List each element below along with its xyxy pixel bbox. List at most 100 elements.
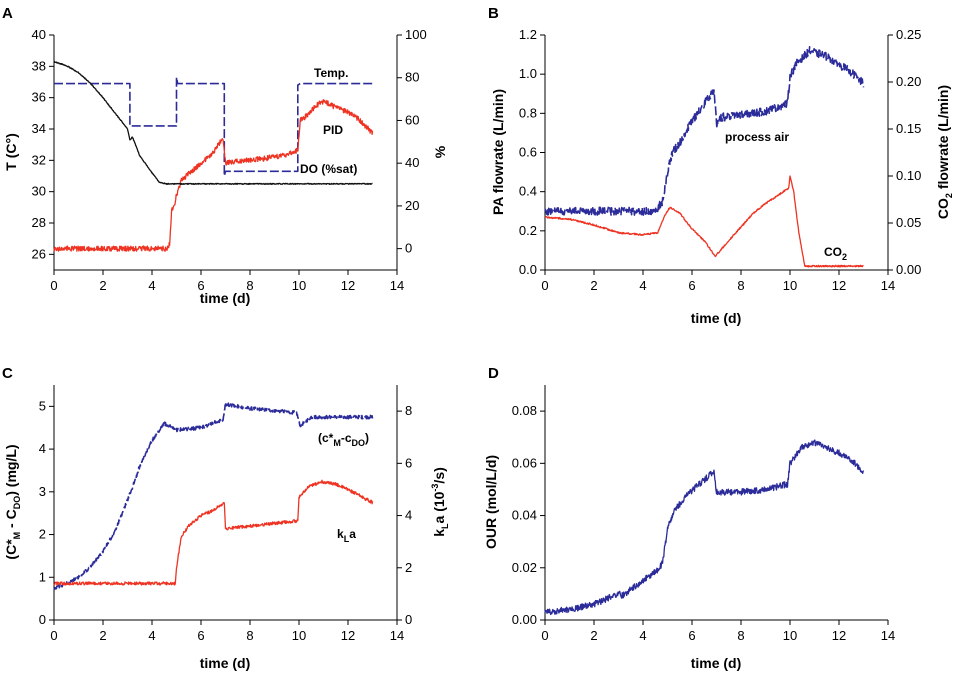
x-tick-label: 8 [737, 628, 744, 643]
x-tick-label: 8 [737, 278, 744, 293]
x-tick-label: 2 [99, 278, 106, 293]
x-tick-label: 14 [881, 278, 895, 293]
x-tick-label: 12 [832, 278, 846, 293]
annotation-kla: kLa [337, 527, 356, 544]
y-left-tick-label: 0.8 [519, 105, 537, 120]
x-tick-label: 12 [832, 628, 846, 643]
y-right-tick-label: 0.25 [896, 27, 921, 42]
y-left-tick-label: 0.6 [519, 145, 537, 160]
panel-c-ylabel-right: kLa (10-3/s) [430, 467, 450, 537]
panel-d-series [544, 439, 865, 616]
panel-a-x-ticks: 0 2 4 6 8 10 12 14 [50, 270, 404, 293]
annotation-process-air: process air [725, 130, 789, 144]
panel-b-x-ticks: 0 2 4 6 8 10 12 14 [541, 270, 895, 293]
x-tick-label: 10 [783, 278, 797, 293]
panel-a-ylabel-right: % [432, 145, 448, 158]
y-left-tick-label: 0.02 [512, 560, 537, 575]
y-left-tick-label: 36 [32, 90, 46, 105]
y-left-tick-label: 0.4 [519, 184, 537, 199]
annotation-temp: Temp. [314, 66, 348, 80]
panel-a-ylabel-left: T (C°) [3, 133, 19, 170]
x-tick-label: 8 [246, 628, 253, 643]
y-left-tick-label: 0 [39, 612, 46, 627]
y-left-tick-label: 30 [32, 184, 46, 199]
x-tick-label: 2 [99, 628, 106, 643]
x-tick-label: 4 [639, 278, 646, 293]
panel-c-label: C [2, 365, 13, 382]
x-tick-label: 12 [341, 628, 355, 643]
x-tick-label: 14 [390, 628, 404, 643]
x-tick-label: 0 [50, 278, 57, 293]
panel-c-ylabel-left: (C*M - CDO) (mg/L) [3, 444, 22, 559]
panel-c-x-ticks: 0 2 4 6 8 10 12 14 [50, 620, 404, 643]
panel-c-right-ticks: 0 2 4 6 8 [397, 403, 412, 627]
y-left-tick-label: 0.00 [512, 612, 537, 627]
y-right-tick-label: 20 [405, 198, 419, 213]
annotation-pid: PID [323, 123, 343, 137]
x-tick-label: 10 [783, 628, 797, 643]
panel-d: D 0 2 4 6 8 10 12 14 0.00 0.02 0.04 0.06 0.08 time … [483, 365, 895, 671]
x-tick-label: 4 [639, 628, 646, 643]
y-right-tick-label: 6 [405, 455, 412, 470]
series-line-process-air [544, 46, 865, 216]
panel-a-right-ticks: 0 20 40 60 80 100 [397, 27, 427, 256]
y-right-tick-label: 40 [405, 155, 419, 170]
annotation-co2: CO2 [824, 245, 847, 262]
y-right-tick-label: 0.15 [896, 121, 921, 136]
x-tick-label: 6 [688, 628, 695, 643]
panel-b-left-ticks: 0.0 0.2 0.4 0.6 0.8 1.0 1.2 [519, 27, 545, 277]
x-tick-label: 10 [292, 628, 306, 643]
y-left-tick-label: 2 [39, 527, 46, 542]
panel-a-xlabel: time (d) [200, 290, 251, 306]
panel-a-left-ticks: 26 28 30 32 34 36 38 40 [32, 27, 54, 261]
y-left-tick-label: 3 [39, 484, 46, 499]
y-left-tick-label: 32 [32, 152, 46, 167]
panel-d-x-ticks: 0 2 4 6 8 10 12 14 [541, 620, 895, 643]
y-right-tick-label: 0 [405, 612, 412, 627]
y-left-tick-label: 34 [32, 121, 46, 136]
x-tick-label: 2 [590, 278, 597, 293]
panel-c-xlabel: time (d) [200, 655, 251, 671]
y-right-tick-label: 0.05 [896, 215, 921, 230]
x-tick-label: 0 [541, 628, 548, 643]
x-tick-label: 2 [590, 628, 597, 643]
y-left-tick-label: 4 [39, 441, 46, 456]
series-line-do-sat- [53, 60, 373, 185]
panel-b-xlabel: time (d) [691, 310, 742, 326]
panel-b-ylabel-right-sub: 2 [944, 193, 954, 198]
x-tick-label: 10 [292, 278, 306, 293]
panel-b-right-ticks: 0.00 0.05 0.10 0.15 0.20 0.25 [888, 27, 921, 277]
y-right-tick-label: 0.00 [896, 262, 921, 277]
y-right-tick-label: 0 [405, 241, 412, 256]
y-left-tick-label: 0.08 [512, 403, 537, 418]
y-left-tick-label: 0.2 [519, 223, 537, 238]
y-left-tick-label: 40 [32, 27, 46, 42]
y-left-tick-label: 38 [32, 58, 46, 73]
y-left-tick-label: 26 [32, 246, 46, 261]
panel-c-left-ticks: 0 1 2 3 4 5 [39, 398, 54, 627]
y-left-tick-label: 28 [32, 215, 46, 230]
series-line-temp- [53, 76, 373, 177]
panel-b: B 0 2 4 6 8 10 12 14 0.0 0.2 0.4 0.6 0.8 1.0 1.2 0.00… [488, 5, 954, 326]
annotation-co2-main: CO [824, 245, 842, 259]
panel-b-ylabel-right-tail: flowrate (L/min) [935, 85, 951, 193]
x-tick-label: 0 [541, 278, 548, 293]
x-tick-label: 14 [390, 278, 404, 293]
series-line-kla [53, 479, 374, 586]
x-tick-label: 6 [688, 278, 695, 293]
y-right-tick-label: 100 [405, 27, 427, 42]
series-line-co2 [544, 175, 864, 268]
y-left-tick-label: 0.0 [519, 262, 537, 277]
y-right-tick-label: 4 [405, 508, 412, 523]
panel-a-label: A [2, 5, 13, 22]
panel-d-left-ticks: 0.00 0.02 0.04 0.06 0.08 [512, 403, 545, 627]
series-line--c-m-cdo- [53, 402, 374, 590]
panel-a-series [53, 60, 374, 252]
annotation-cm-cdo: (c*M-cDO) [318, 431, 369, 448]
x-tick-label: 8 [246, 278, 253, 293]
panel-b-series [544, 46, 865, 268]
y-right-tick-label: 80 [405, 70, 419, 85]
x-tick-label: 6 [197, 628, 204, 643]
